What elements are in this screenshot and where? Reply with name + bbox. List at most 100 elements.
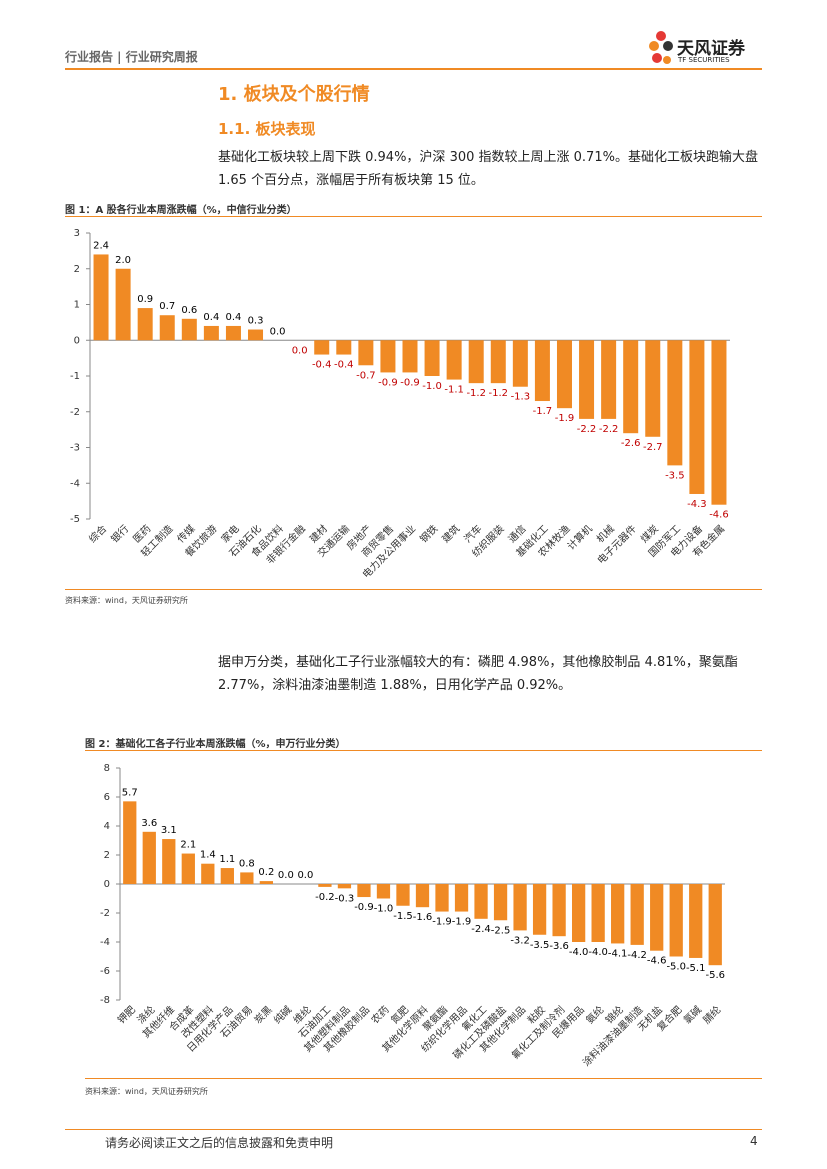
bar (689, 340, 705, 494)
value-label: -2.6 (621, 438, 641, 449)
value-label: 5.7 (122, 787, 138, 798)
x-tick-label: 氯碱 (681, 1003, 704, 1026)
bar (667, 340, 683, 466)
value-label: -1.6 (413, 912, 433, 923)
chart-rule (65, 589, 762, 590)
bar (424, 340, 440, 376)
value-label: -0.9 (354, 902, 374, 913)
bar (623, 340, 639, 434)
bar (669, 884, 683, 957)
bar (490, 340, 506, 384)
y-tick-label: 3 (74, 228, 80, 239)
value-label: -5.1 (686, 963, 706, 974)
value-label: 0.0 (278, 870, 294, 881)
bar (571, 884, 586, 942)
value-label: -3.2 (510, 935, 530, 946)
bar (259, 881, 274, 884)
value-label: -2.2 (577, 424, 597, 435)
bar (336, 340, 352, 355)
y-tick-label: 8 (104, 763, 110, 774)
bar (314, 340, 330, 355)
value-label: 0.9 (137, 294, 153, 305)
value-label: -4.2 (627, 950, 647, 961)
value-label: -1.3 (511, 392, 531, 403)
bar (415, 884, 430, 908)
value-label: -4.0 (569, 947, 589, 958)
value-label: -1.0 (422, 381, 442, 392)
bar (446, 340, 462, 380)
value-label: 0.4 (203, 312, 219, 323)
bar (711, 340, 727, 505)
bar (358, 340, 374, 366)
value-label: -1.7 (533, 406, 553, 417)
bar (552, 884, 566, 937)
value-label: -0.7 (356, 370, 376, 381)
bar (645, 340, 661, 437)
bar (402, 340, 418, 373)
bar (240, 872, 254, 884)
bar (123, 801, 137, 884)
x-tick-label: 炭黑 (252, 1004, 275, 1027)
value-label: 0.7 (159, 301, 175, 312)
bar (512, 340, 528, 387)
value-label: -1.0 (374, 904, 394, 915)
chart-title: 图 2：基础化工各子行业本周涨跌幅（%，申万行业分类） (85, 739, 346, 750)
bar (689, 884, 703, 958)
value-label: -5.6 (705, 970, 725, 981)
bar (181, 853, 195, 884)
bar (142, 831, 156, 884)
value-label: -3.5 (530, 940, 550, 951)
value-label: 0.0 (297, 870, 313, 881)
footer-line (65, 1129, 762, 1130)
x-tick-label: 氨纶 (583, 1003, 606, 1026)
x-tick-label: 钾肥 (115, 1003, 138, 1026)
value-label: 3.6 (141, 818, 157, 829)
bar (318, 884, 332, 887)
value-label: 0.3 (248, 316, 264, 327)
value-label: -1.9 (555, 413, 575, 424)
value-label: -4.3 (687, 499, 707, 510)
bar (225, 325, 241, 341)
value-label: -1.2 (466, 388, 486, 399)
value-label: -0.2 (315, 892, 335, 903)
x-tick-label: 综合 (86, 522, 109, 545)
value-label: 0.4 (225, 312, 241, 323)
bar (220, 868, 234, 884)
bar (513, 884, 527, 931)
page-number: 4 (750, 1134, 758, 1148)
y-tick-label: 0 (74, 335, 80, 346)
bar (248, 329, 264, 341)
y-tick-label: 2 (74, 264, 80, 275)
bar (468, 340, 484, 384)
y-tick-label: 4 (104, 821, 110, 832)
value-label: -4.6 (647, 956, 667, 967)
value-label: 2.1 (180, 840, 196, 851)
value-label: -3.6 (549, 941, 569, 952)
bar (159, 315, 175, 341)
bar (203, 325, 219, 341)
y-tick-label: 0 (104, 879, 110, 890)
chart-rule (65, 216, 762, 217)
paragraph: 基础化工板块较上周下跌 0.94%，沪深 300 指数较上周上涨 0.71%。基… (218, 150, 758, 188)
logo-en: TF SECURITIES (678, 56, 730, 64)
value-label: -2.4 (471, 924, 491, 935)
bar (708, 884, 722, 966)
bar (534, 340, 550, 402)
source: 资料来源：wind，天风证券研究所 (65, 596, 188, 605)
logo-icon (649, 31, 673, 64)
x-tick-label: 钢铁 (417, 522, 440, 545)
value-label: -2.7 (643, 442, 663, 453)
chart: 86420-2-4-6-85.7钾肥3.6涤纶3.1其他纤维2.1合成革1.4改… (100, 763, 725, 1069)
value-label: -1.2 (489, 388, 509, 399)
y-tick-label: 2 (104, 850, 110, 861)
value-label: -1.9 (452, 917, 472, 928)
bar (579, 340, 595, 419)
bar (650, 884, 664, 951)
chart-title: 图 1：A 股各行业本周涨跌幅（%，中信行业分类） (65, 205, 297, 216)
bar (435, 884, 449, 912)
y-tick-label: -6 (100, 966, 110, 977)
value-label: -0.9 (400, 377, 420, 388)
value-label: -1.9 (432, 917, 452, 928)
value-label: -2.5 (491, 925, 511, 936)
